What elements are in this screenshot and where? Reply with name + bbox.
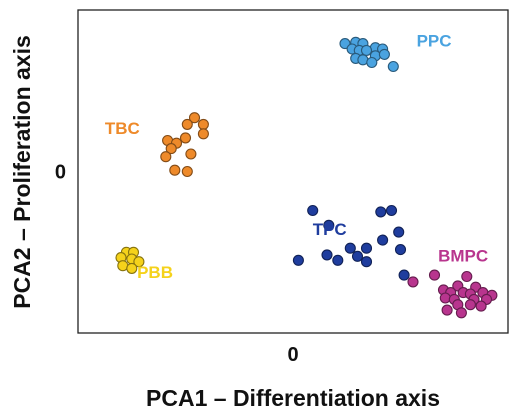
point-tpc (377, 234, 389, 246)
point-bmpc (475, 300, 487, 312)
point-bmpc (439, 292, 451, 304)
series-pbb (115, 246, 145, 274)
series-bmpc (407, 269, 498, 319)
point-ppc (360, 44, 373, 56)
point-bmpc (441, 304, 453, 316)
tick-labels: 00 (55, 162, 299, 367)
y-tick-label: 0 (55, 162, 66, 184)
point-ppc (366, 56, 378, 69)
point-tpc (393, 226, 405, 238)
y-axis-label: PCA2 – Proliferation axis (9, 35, 35, 309)
point-tbc (197, 118, 209, 130)
point-pbb (117, 260, 129, 272)
point-tbc (169, 164, 181, 176)
data-points (115, 36, 498, 319)
point-tbc (181, 165, 193, 178)
point-tpc (292, 254, 304, 266)
point-tpc (351, 250, 364, 262)
point-tbc (181, 118, 193, 130)
x-tick-label: 0 (287, 344, 298, 366)
point-tpc (360, 242, 373, 254)
point-pbb (126, 262, 138, 274)
point-pbb (133, 256, 145, 268)
point-tpc (394, 244, 407, 256)
point-tpc (307, 204, 319, 217)
point-tpc (375, 206, 387, 218)
series-ppc (339, 36, 399, 73)
point-tpc (385, 204, 398, 217)
label-pbb: PBB (137, 263, 173, 282)
point-tpc (344, 242, 356, 254)
point-tpc (332, 254, 344, 266)
point-tbc (197, 128, 209, 140)
point-bmpc (428, 269, 441, 281)
point-tbc (188, 112, 201, 124)
point-tbc (185, 148, 197, 160)
point-ppc (387, 60, 399, 73)
point-bmpc (407, 276, 419, 288)
point-tpc (321, 249, 333, 261)
label-tpc: TPC (313, 220, 347, 239)
point-tpc (398, 269, 410, 281)
series-tpc (292, 204, 410, 281)
point-tpc (323, 219, 335, 231)
point-bmpc (461, 270, 473, 283)
x-axis-label: PCA1 – Differentiation axis (146, 385, 440, 411)
label-tbc: TBC (105, 119, 140, 138)
label-bmpc: BMPC (438, 247, 488, 266)
point-bmpc (464, 299, 476, 311)
point-bmpc (455, 307, 467, 319)
series-tbc (160, 112, 209, 178)
point-ppc (378, 48, 390, 60)
point-tbc (160, 151, 172, 163)
point-tbc (179, 132, 192, 144)
point-tbc (165, 143, 177, 155)
group-labels: PPC TBC TPC BMPC PBB (105, 31, 488, 281)
label-ppc: PPC (417, 31, 452, 50)
point-tpc (360, 256, 373, 268)
